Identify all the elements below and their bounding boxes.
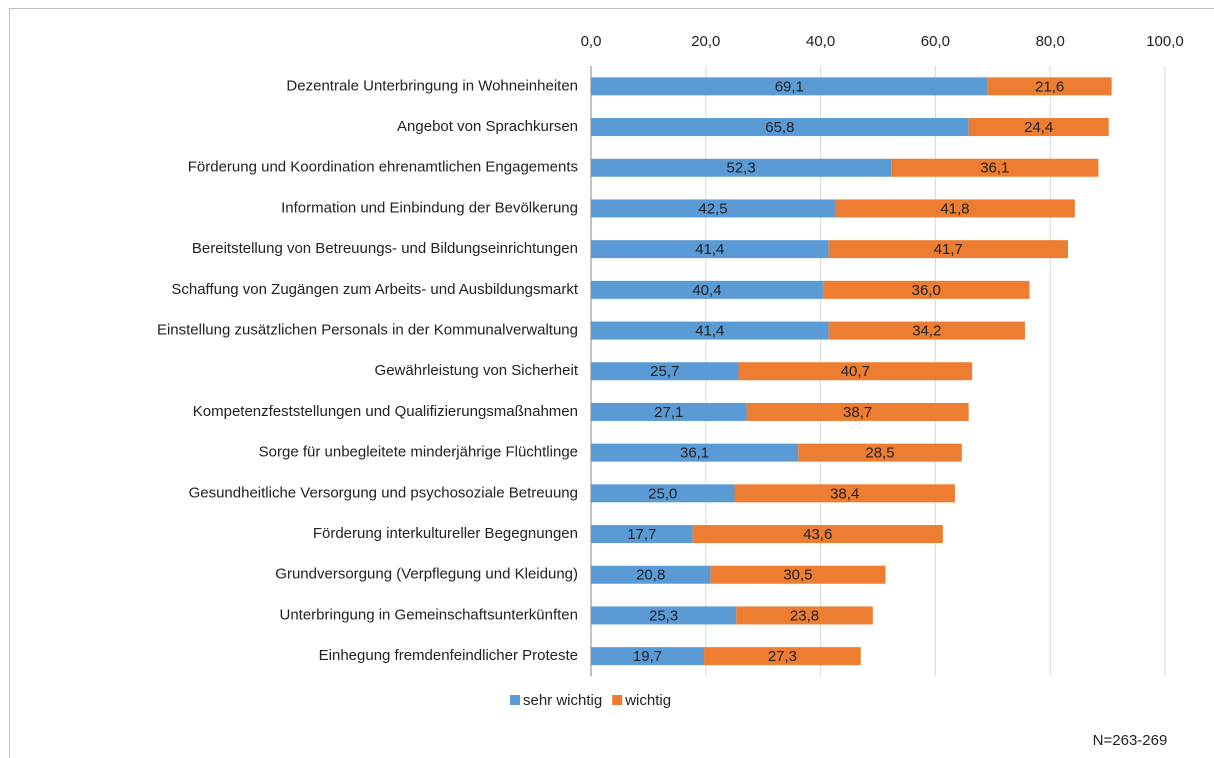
data-label: 38,4: [830, 485, 859, 502]
bar-segment: [828, 321, 1025, 340]
bar-segment: [591, 443, 799, 462]
data-label: 41,8: [940, 200, 969, 217]
bar-segment: [591, 199, 835, 218]
category-label: Einstellung zusätzlichen Personals in de…: [157, 322, 578, 339]
x-tick-label: 60,0: [921, 33, 950, 50]
data-label: 25,0: [648, 485, 677, 502]
data-label: 38,7: [843, 404, 872, 421]
bar-segment: [891, 158, 1099, 177]
bar-segment: [591, 525, 693, 544]
data-label: 27,1: [654, 404, 683, 421]
bar-segment: [591, 240, 829, 259]
bar-segment: [734, 484, 955, 503]
category-label: Dezentrale Unterbringung in Wohneinheite…: [286, 77, 578, 94]
data-label: 21,6: [1035, 78, 1064, 95]
x-tick-label: 80,0: [1036, 33, 1065, 50]
annotation: N=263-269: [1093, 732, 1168, 749]
data-label: 28,5: [865, 445, 894, 462]
data-label: 27,3: [768, 648, 797, 665]
bar-segment: [591, 362, 739, 381]
x-tick-label: 40,0: [806, 33, 835, 50]
data-label: 40,7: [841, 363, 870, 380]
x-tick-label: 20,0: [691, 33, 720, 50]
bar-segment: [591, 565, 711, 584]
bar-segment: [591, 118, 969, 137]
data-label: 36,0: [912, 282, 941, 299]
category-label: Grundversorgung (Verpflegung und Kleidun…: [275, 566, 578, 583]
x-tick-label: 0,0: [581, 33, 602, 50]
bar-segment: [736, 606, 873, 625]
bar-segment: [591, 402, 747, 421]
bar-segment: [798, 443, 962, 462]
bar-segment: [987, 77, 1112, 96]
data-label: 41,7: [934, 241, 963, 258]
data-label: 36,1: [680, 445, 709, 462]
data-label: 25,3: [649, 607, 678, 624]
data-label: 19,7: [633, 648, 662, 665]
category-label: Unterbringung in Gemeinschaftsunterkünft…: [279, 606, 578, 623]
legend-label: sehr wichtig: [523, 692, 602, 709]
bar-segment: [591, 606, 737, 625]
data-label: 52,3: [726, 160, 755, 177]
bar-segment: [591, 321, 829, 340]
bar-segment: [834, 199, 1075, 218]
data-label: 42,5: [698, 200, 727, 217]
bar-segment: [710, 565, 886, 584]
bar-segment: [591, 77, 988, 96]
category-label: Bereitstellung von Betreuungs- und Bildu…: [192, 240, 578, 257]
bar-segment: [591, 484, 735, 503]
bar-segment: [692, 525, 943, 544]
data-label: 43,6: [803, 526, 832, 543]
category-label: Schaffung von Zugängen zum Arbeits- und …: [171, 281, 578, 298]
bar-segment: [738, 362, 973, 381]
category-label: Sorge für unbegleitete minderjährige Flü…: [259, 444, 578, 461]
data-label: 41,4: [695, 241, 724, 258]
data-label: 25,7: [650, 363, 679, 380]
bar-segment: [822, 280, 1030, 299]
data-label: 69,1: [775, 78, 804, 95]
category-label: Angebot von Sprachkursen: [397, 118, 578, 135]
category-label: Förderung und Koordination ehrenamtliche…: [188, 159, 578, 176]
category-label: Gewährleistung von Sicherheit: [375, 362, 579, 379]
x-tick-label: 100,0: [1146, 33, 1184, 50]
category-label: Kompetenzfeststellungen und Qualifizieru…: [193, 403, 578, 420]
legend-swatch: [510, 695, 520, 705]
bar-segment: [591, 158, 892, 177]
bar-segment: [591, 647, 705, 666]
bar-segment: [828, 240, 1068, 259]
data-label: 34,2: [912, 323, 941, 340]
data-label: 23,8: [790, 607, 819, 624]
category-label: Einhegung fremdenfeindlicher Proteste: [319, 647, 578, 664]
category-label: Förderung interkultureller Begegnungen: [313, 525, 578, 542]
data-label: 30,5: [783, 567, 812, 584]
category-label: Gesundheitliche Versorgung und psychosoz…: [189, 484, 578, 501]
bar-segment: [968, 118, 1109, 137]
bar-segment: [746, 402, 969, 421]
legend-swatch: [612, 695, 623, 705]
data-label: 41,4: [695, 323, 724, 340]
category-label: Information und Einbindung der Bevölkeru…: [281, 199, 578, 216]
bar-segment: [591, 280, 823, 299]
data-label: 24,4: [1024, 119, 1053, 136]
bar-segment: [704, 647, 861, 666]
data-label: 40,4: [692, 282, 721, 299]
legend-label: wichtig: [624, 692, 671, 709]
data-label: 65,8: [765, 119, 794, 136]
data-label: 20,8: [636, 567, 665, 584]
data-label: 36,1: [980, 160, 1009, 177]
data-label: 17,7: [627, 526, 656, 543]
